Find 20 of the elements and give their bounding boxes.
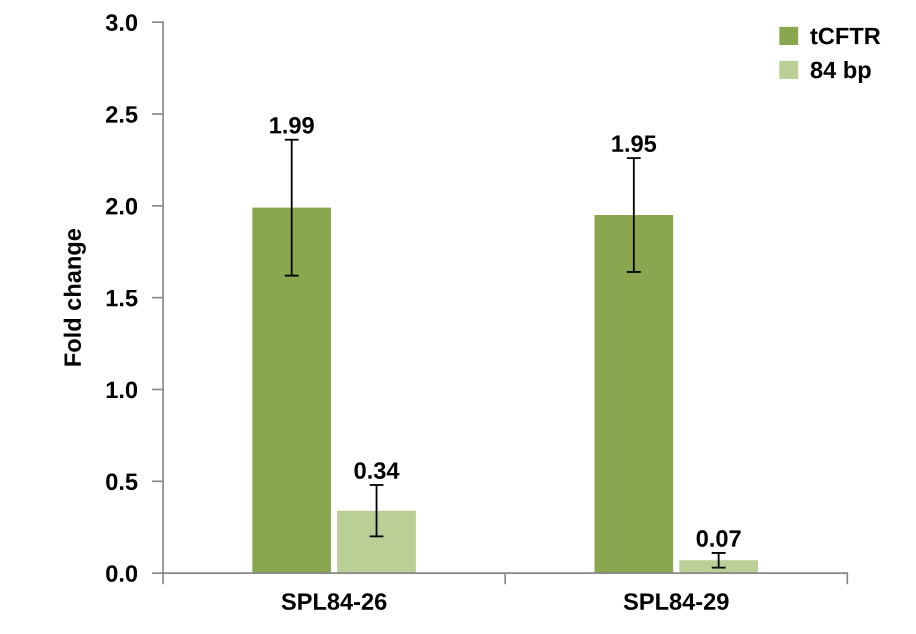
y-tick-label: 1.0 <box>106 382 138 398</box>
data-label: 0.07 <box>696 530 741 547</box>
data-label: 0.34 <box>354 462 400 479</box>
y-tick-label: 2.5 <box>106 106 138 123</box>
bar <box>594 215 674 574</box>
y-axis-title: Fold change <box>64 228 86 366</box>
data-label: 1.95 <box>612 135 656 152</box>
y-tick-label: 2.0 <box>106 198 138 215</box>
data-label: 1.99 <box>270 116 314 134</box>
x-tick-label: SPL84-29 <box>624 593 729 610</box>
y-tick-label: 0.0 <box>106 565 138 582</box>
legend-label: 84 bp <box>810 60 871 83</box>
bar <box>337 510 416 574</box>
y-tick-label: 1.5 <box>106 290 138 306</box>
y-tick-label: 3.0 <box>106 14 138 32</box>
y-tick-label: 0.5 <box>106 473 138 490</box>
bar <box>679 560 758 574</box>
x-tick-label: SPL84-26 <box>282 593 386 610</box>
bar <box>252 208 332 574</box>
legend-label: tCFTR <box>810 28 880 44</box>
